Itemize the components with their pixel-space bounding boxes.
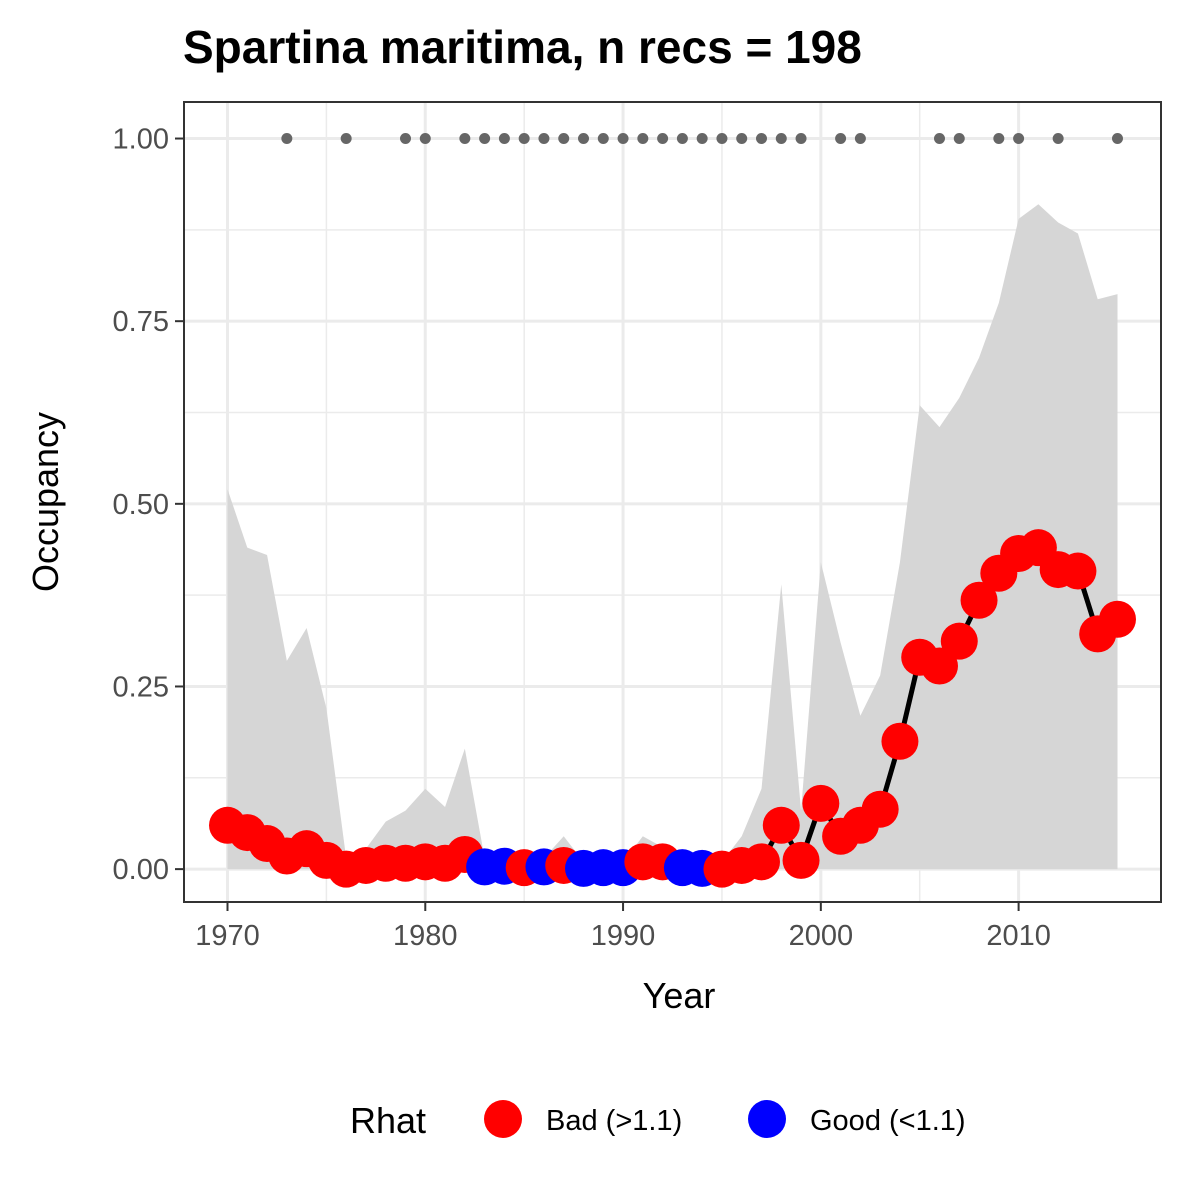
point-bad bbox=[802, 784, 840, 822]
record-point bbox=[400, 133, 412, 145]
point-bad bbox=[782, 841, 820, 879]
record-point bbox=[676, 133, 688, 145]
record-point bbox=[518, 133, 530, 145]
legend-good-key bbox=[748, 1100, 786, 1138]
record-point bbox=[953, 133, 965, 145]
point-bad bbox=[861, 790, 899, 828]
y-axis: 0.00 0.25 0.50 0.75 1.00 bbox=[113, 124, 184, 886]
point-bad bbox=[762, 806, 800, 844]
point-bad bbox=[742, 843, 780, 881]
record-point bbox=[617, 133, 629, 145]
y-axis-title: Occupancy bbox=[25, 412, 66, 592]
legend-bad-key bbox=[484, 1100, 522, 1138]
x-tick-label: 1990 bbox=[591, 920, 656, 952]
records-layer bbox=[281, 133, 1123, 145]
x-tick-label: 2000 bbox=[789, 920, 854, 952]
x-tick-label: 1970 bbox=[195, 920, 260, 952]
point-bad bbox=[940, 622, 978, 660]
point-bad bbox=[1098, 600, 1136, 638]
legend-good-label: Good (<1.1) bbox=[810, 1105, 966, 1137]
y-tick-label: 0.25 bbox=[113, 671, 169, 703]
y-tick-label: 0.00 bbox=[113, 854, 169, 886]
y-tick-label: 1.00 bbox=[113, 124, 169, 156]
point-bad bbox=[1059, 552, 1097, 590]
record-point bbox=[933, 133, 945, 145]
point-bad bbox=[920, 647, 958, 685]
record-point bbox=[498, 133, 510, 145]
record-point bbox=[1111, 133, 1123, 145]
record-point bbox=[637, 133, 649, 145]
y-tick-label: 0.50 bbox=[113, 489, 169, 521]
point-bad bbox=[960, 581, 998, 619]
record-point bbox=[755, 133, 767, 145]
record-point bbox=[854, 133, 866, 145]
y-tick-label: 0.75 bbox=[113, 306, 169, 338]
occupancy-points-layer bbox=[209, 529, 1136, 888]
record-point bbox=[1052, 133, 1064, 145]
record-point bbox=[795, 133, 807, 145]
chart-title: Spartina maritima, n recs = 198 bbox=[183, 21, 862, 73]
x-axis-title: Year bbox=[643, 975, 716, 1016]
record-point bbox=[597, 133, 609, 145]
record-point bbox=[281, 133, 293, 145]
legend: Rhat Bad (>1.1) Good (<1.1) bbox=[350, 1100, 966, 1141]
record-point bbox=[716, 133, 728, 145]
record-point bbox=[736, 133, 748, 145]
record-point bbox=[835, 133, 847, 145]
record-point bbox=[775, 133, 787, 145]
x-tick-label: 2010 bbox=[986, 920, 1051, 952]
record-point bbox=[1013, 133, 1025, 145]
record-point bbox=[340, 133, 352, 145]
point-bad bbox=[881, 722, 919, 760]
confidence-ribbon-layer bbox=[227, 204, 1118, 870]
record-point bbox=[538, 133, 550, 145]
record-point bbox=[479, 133, 491, 145]
record-point bbox=[558, 133, 570, 145]
legend-bad-label: Bad (>1.1) bbox=[546, 1105, 682, 1137]
record-point bbox=[578, 133, 590, 145]
confidence-ribbon bbox=[227, 204, 1118, 870]
x-tick-label: 1980 bbox=[393, 920, 458, 952]
record-point bbox=[696, 133, 708, 145]
panel-border bbox=[183, 101, 1162, 903]
record-point bbox=[459, 133, 471, 145]
record-point bbox=[657, 133, 669, 145]
record-point bbox=[993, 133, 1005, 145]
legend-title: Rhat bbox=[350, 1100, 426, 1141]
record-point bbox=[419, 133, 431, 145]
x-axis: 1970 1980 1990 2000 2010 bbox=[195, 902, 1051, 952]
